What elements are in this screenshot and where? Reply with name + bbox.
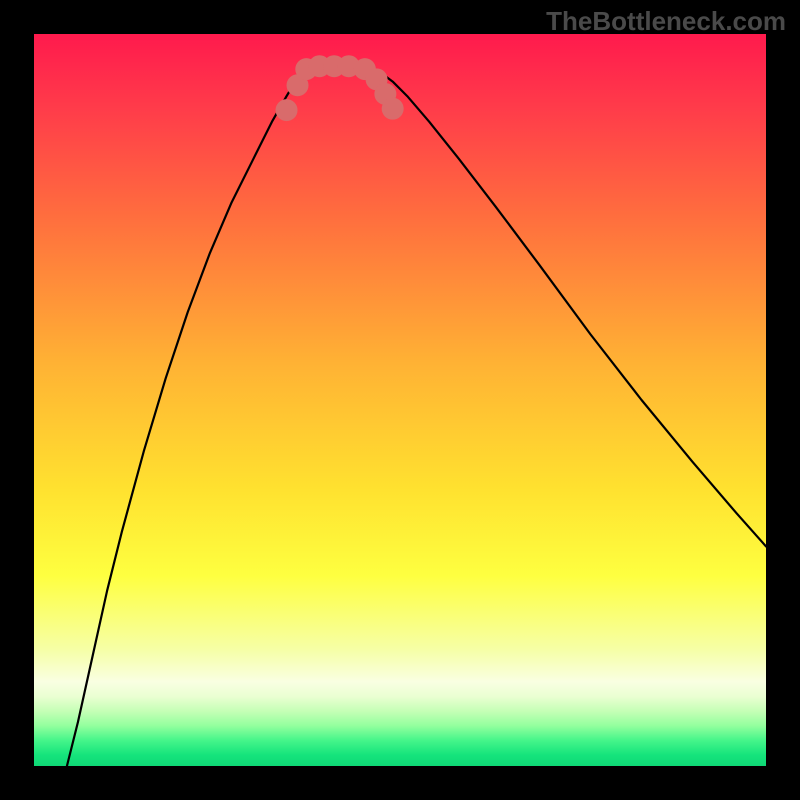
chart-frame: TheBottleneck.com xyxy=(0,0,800,800)
marker-dot xyxy=(382,98,404,120)
gradient-background xyxy=(34,34,766,766)
plot-area xyxy=(34,34,766,766)
watermark-text: TheBottleneck.com xyxy=(546,6,786,37)
chart-svg xyxy=(34,34,766,766)
marker-dot xyxy=(276,99,298,121)
